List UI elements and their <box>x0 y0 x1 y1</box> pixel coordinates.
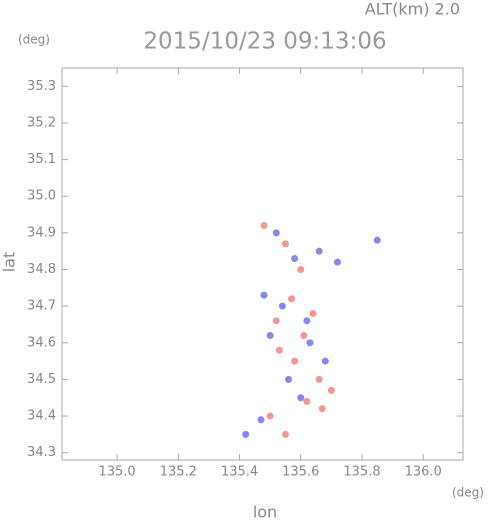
data-point <box>373 236 381 244</box>
data-point <box>285 375 293 383</box>
data-point <box>291 255 299 263</box>
data-point <box>257 416 265 424</box>
data-point <box>281 240 289 248</box>
y-tick-label: 34.5 <box>27 372 56 387</box>
data-point <box>260 291 268 299</box>
y-tick-label: 35.3 <box>27 79 56 94</box>
data-point <box>266 331 274 339</box>
data-point <box>321 357 329 365</box>
x-tick-label: 135.6 <box>282 465 319 480</box>
y-axis-label: lat <box>0 252 19 273</box>
x-unit: (deg) <box>452 486 484 500</box>
y-tick-label: 34.3 <box>27 445 56 460</box>
data-point <box>266 412 274 420</box>
y-tick-label: 34.7 <box>27 299 56 314</box>
data-point <box>272 317 280 325</box>
y-tick-label: 34.4 <box>27 409 56 424</box>
data-point <box>272 229 280 237</box>
data-point <box>260 222 268 230</box>
y-tick-label: 34.8 <box>27 262 56 277</box>
x-tick-label: 135.4 <box>221 465 258 480</box>
y-tick-label: 34.9 <box>27 225 56 240</box>
data-point <box>303 317 311 325</box>
data-point <box>288 295 296 303</box>
x-tick-label: 136.0 <box>405 465 442 480</box>
y-tick-label: 35.2 <box>27 115 56 130</box>
data-point <box>303 397 311 405</box>
data-point <box>242 430 250 438</box>
data-point <box>300 331 308 339</box>
data-point <box>281 430 289 438</box>
data-point <box>278 302 286 310</box>
altitude-label: ALT(km) 2.0 <box>365 0 460 19</box>
y-unit: (deg) <box>18 33 50 47</box>
data-point <box>327 386 335 394</box>
y-tick-label: 34.6 <box>27 335 56 350</box>
data-point <box>297 394 305 402</box>
x-axis-label: lon <box>253 503 277 521</box>
data-point <box>318 405 326 413</box>
data-point <box>309 309 317 317</box>
chart-title: 2015/10/23 09:13:06 <box>143 29 386 55</box>
data-point <box>306 339 314 347</box>
x-tick-label: 135.2 <box>160 465 197 480</box>
data-point <box>315 375 323 383</box>
plot-frame <box>61 67 464 461</box>
data-point <box>333 258 341 266</box>
x-tick-label: 135.8 <box>343 465 380 480</box>
data-point <box>275 346 283 354</box>
y-tick-label: 35.0 <box>27 189 56 204</box>
data-point <box>297 265 305 273</box>
y-tick-label: 35.1 <box>27 152 56 167</box>
data-point <box>291 357 299 365</box>
x-tick-label: 135.0 <box>98 465 135 480</box>
data-point <box>315 247 323 255</box>
